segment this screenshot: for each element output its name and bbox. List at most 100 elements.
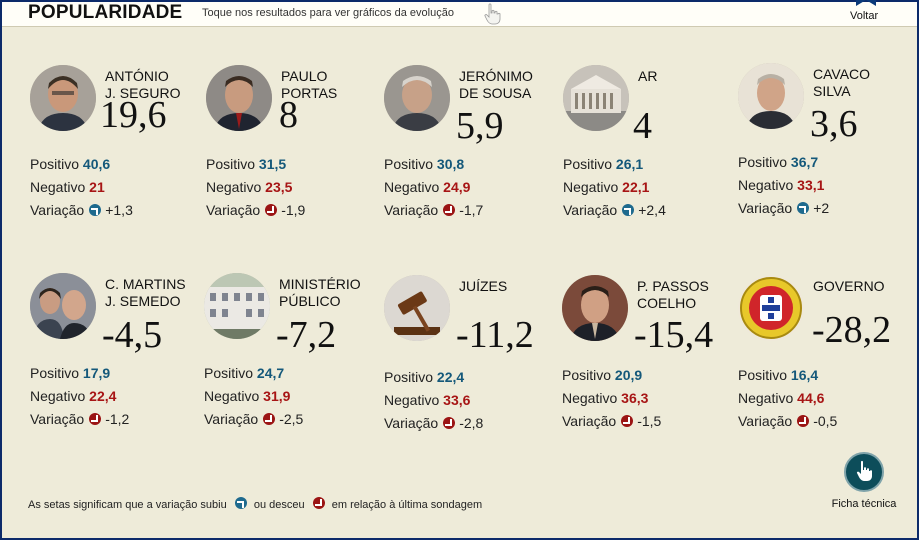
negative-label: Negativo <box>738 177 794 193</box>
card-passos-coelho[interactable]: P. PASSOS COELHO -15,4 Positivo 20,9 Neg… <box>562 275 742 475</box>
card-juizes[interactable]: JUÍZES -11,2 Positivo 22,4 Negativo 33,6… <box>384 275 564 475</box>
card-score: 3,6 <box>810 103 858 145</box>
variation-value: -1,7 <box>459 202 484 218</box>
card-name: ANTÓNIO J. SEGURO <box>105 68 181 101</box>
variation-label: Variação <box>384 202 439 218</box>
legend-text-after: em relação à última sondagem <box>331 499 483 511</box>
positive-value: 30,8 <box>436 156 465 172</box>
negative-label: Negativo <box>384 392 440 408</box>
arrow-up-icon <box>234 497 247 509</box>
pointing-hand-icon <box>484 3 501 25</box>
card-stats: Positivo 16,4 Negativo 44,6 Variação -0,5 <box>738 364 837 433</box>
negative-label: Negativo <box>204 388 260 404</box>
building-avatar <box>204 273 270 339</box>
negative-value: 44,6 <box>797 390 825 406</box>
back-button[interactable]: Voltar <box>840 0 892 26</box>
arrow-down-icon <box>621 415 634 427</box>
card-stats: Positivo 40,6 Negativo 21 Variação +1,3 <box>30 153 133 222</box>
positive-value: 20,9 <box>614 367 643 383</box>
negative-label: Negativo <box>384 179 440 195</box>
page-title: POPULARIDADE <box>28 2 183 23</box>
card-name: GOVERNO <box>813 278 885 294</box>
card-ministerio-publico[interactable]: MINISTÉRIO PÚBLICO -7,2 Positivo 24,7 Ne… <box>204 273 384 473</box>
negative-value: 33,6 <box>443 392 471 408</box>
card-score: -7,2 <box>276 314 337 356</box>
positive-value: 22,4 <box>436 369 465 385</box>
portrait-avatar <box>206 65 272 131</box>
card-stats: Positivo 24,7 Negativo 31,9 Variação -2,5 <box>204 362 303 431</box>
arrow-up-icon <box>622 204 635 216</box>
positive-value: 31,5 <box>258 156 287 172</box>
variation-label: Variação <box>384 415 439 431</box>
portrait-avatar <box>384 65 450 131</box>
back-label: Voltar <box>850 10 879 22</box>
positive-label: Positivo <box>384 156 434 172</box>
negative-value: 23,5 <box>265 179 293 195</box>
card-ar[interactable]: AR 4 Positivo 26,1 Negativo 22,1 Variaçã… <box>563 65 743 265</box>
negative-value: 24,9 <box>443 179 471 195</box>
negative-label: Negativo <box>563 179 619 195</box>
card-martins-semedo[interactable]: C. MARTINS J. SEMEDO -4,5 Positivo 17,9 … <box>30 273 210 473</box>
negative-label: Negativo <box>30 388 86 404</box>
card-name: AR <box>638 68 658 84</box>
card-jeronimo-de-sousa[interactable]: JERÓNIMO DE SOUSA 5,9 Positivo 30,8 Nega… <box>384 65 564 265</box>
page-subtitle: Toque nos resultados para ver gráficos d… <box>202 7 454 19</box>
card-score: 19,6 <box>100 94 167 136</box>
card-name: CAVACO SILVA <box>813 66 871 99</box>
card-score: -15,4 <box>634 314 714 356</box>
negative-value: 33,1 <box>797 177 825 193</box>
card-cavaco-silva[interactable]: CAVACO SILVA 3,6 Positivo 36,7 Negativo … <box>738 63 918 263</box>
negative-value: 22,1 <box>622 179 650 195</box>
ficha-label: Ficha técnica <box>831 498 897 510</box>
positive-value: 26,1 <box>615 156 644 172</box>
card-paulo-portas[interactable]: PAULO PORTAS 8 Positivo 31,5 Negativo 23… <box>206 65 386 265</box>
positive-label: Positivo <box>30 365 80 381</box>
variation-value: -2,8 <box>459 415 484 431</box>
positive-label: Positivo <box>738 154 788 170</box>
variation-value: +1,3 <box>105 202 133 218</box>
positive-value: 17,9 <box>82 365 111 381</box>
card-antonio-jose-seguro[interactable]: ANTÓNIO J. SEGURO 19,6 Positivo 40,6 Neg… <box>30 65 210 265</box>
negative-value: 36,3 <box>621 390 649 406</box>
legend-text-middle: ou desceu <box>253 499 305 511</box>
ficha-tecnica-button[interactable]: Ficha técnica <box>826 452 902 510</box>
arrow-down-icon <box>89 413 102 425</box>
positive-value: 24,7 <box>256 365 285 381</box>
arrow-down-icon <box>312 497 325 509</box>
coat-of-arms-avatar <box>738 275 804 341</box>
arrow-up-icon <box>797 202 810 214</box>
card-name: JERÓNIMO DE SOUSA <box>459 68 533 101</box>
variation-label: Variação <box>738 200 793 216</box>
variation-value: -0,5 <box>813 413 838 429</box>
card-score: 8 <box>279 94 298 136</box>
positive-label: Positivo <box>30 156 80 172</box>
card-score: -4,5 <box>102 314 163 356</box>
portrait-avatar <box>562 275 628 341</box>
legend-note: As setas significam que a variação subiu… <box>28 497 482 511</box>
positive-value: 36,7 <box>790 154 819 170</box>
card-score: -11,2 <box>456 314 534 356</box>
variation-label: Variação <box>738 413 793 429</box>
variation-value: -2,5 <box>279 411 304 427</box>
card-governo[interactable]: GOVERNO -28,2 Positivo 16,4 Negativo 44,… <box>738 275 918 475</box>
negative-value: 22,4 <box>89 388 117 404</box>
arrow-down-icon <box>263 413 276 425</box>
card-stats: Positivo 20,9 Negativo 36,3 Variação -1,5 <box>562 364 661 433</box>
negative-label: Negativo <box>738 390 794 406</box>
card-score: 4 <box>633 105 652 147</box>
variation-label: Variação <box>30 202 85 218</box>
positive-label: Positivo <box>562 367 612 383</box>
card-stats: Positivo 17,9 Negativo 22,4 Variação -1,2 <box>30 362 129 431</box>
variation-value: +2,4 <box>638 202 666 218</box>
variation-label: Variação <box>563 202 618 218</box>
back-flag-icon <box>856 0 876 6</box>
pointing-hand-icon <box>844 452 884 492</box>
legend-text-before: As setas significam que a variação subiu <box>28 499 227 511</box>
positive-value: 40,6 <box>82 156 111 172</box>
variation-label: Variação <box>562 413 617 429</box>
gavel-avatar <box>384 275 450 341</box>
variation-label: Variação <box>204 411 259 427</box>
negative-label: Negativo <box>30 179 86 195</box>
variation-value: -1,2 <box>105 411 130 427</box>
